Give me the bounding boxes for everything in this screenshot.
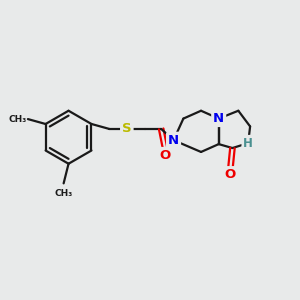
Text: S: S [122,122,132,135]
Text: CH₃: CH₃ [9,115,27,124]
Text: N: N [213,112,224,125]
Text: O: O [160,149,171,162]
Text: H: H [243,136,253,150]
Text: N: N [168,134,179,147]
Text: O: O [225,168,236,181]
Text: CH₃: CH₃ [55,189,73,198]
